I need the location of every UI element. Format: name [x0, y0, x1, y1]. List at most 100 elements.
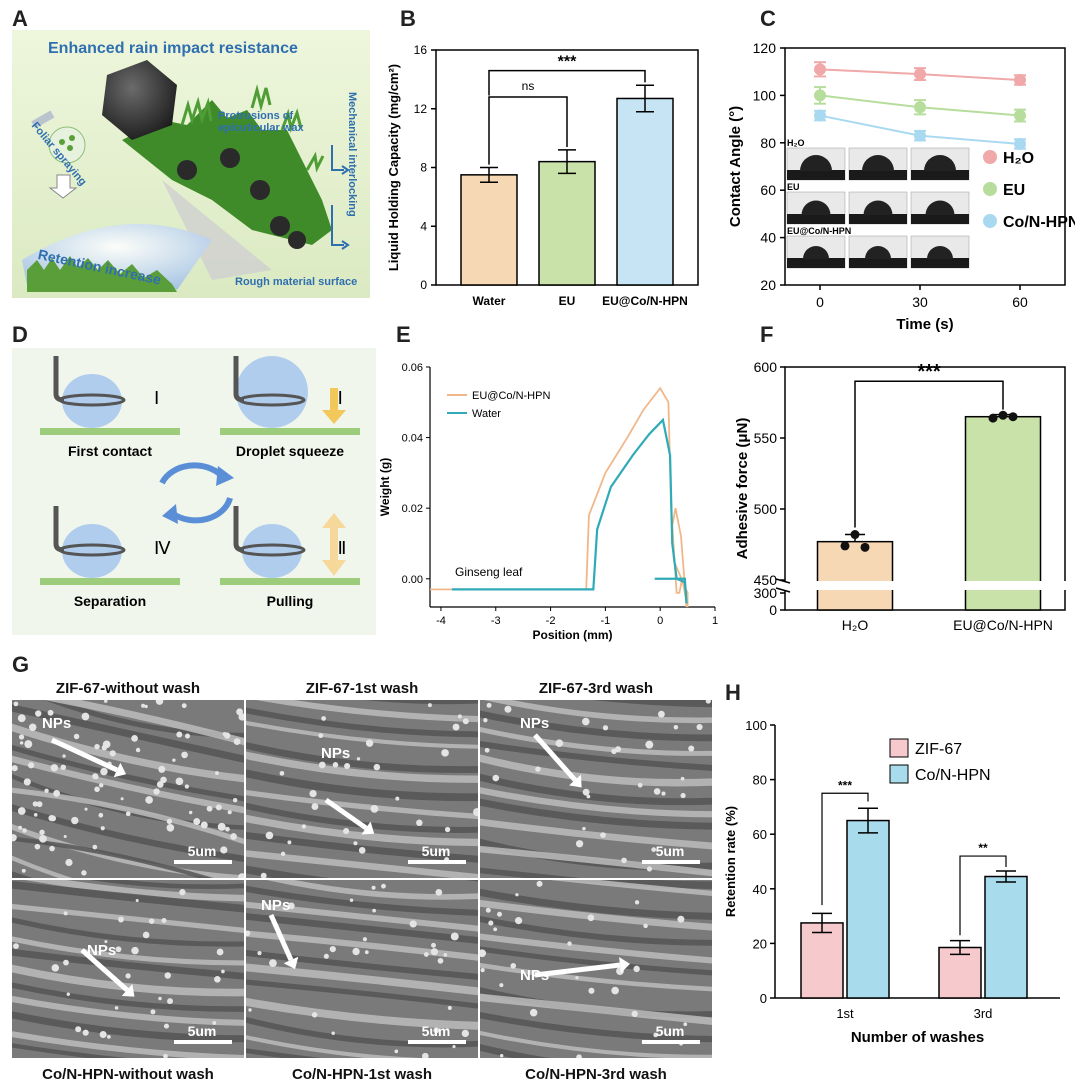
- data-point: [840, 541, 850, 551]
- sig-bracket: [488, 69, 646, 96]
- step-label: Droplet squeeze: [236, 443, 344, 459]
- data-point: [1014, 73, 1026, 86]
- substrate: [220, 428, 360, 435]
- nanoparticle: [504, 705, 512, 713]
- nanoparticle: [160, 776, 167, 784]
- fiber: [550, 880, 712, 897]
- nanoparticle: [488, 920, 494, 926]
- nanoparticle: [98, 783, 104, 788]
- cycle-arrowhead: [162, 504, 178, 524]
- x-tick-label: -4: [436, 615, 446, 627]
- nanoparticle: [529, 1008, 538, 1017]
- bar: [846, 819, 890, 999]
- fiber: [12, 704, 244, 763]
- fiber: [480, 899, 712, 931]
- nanoparticle: [450, 932, 459, 941]
- fiber: [480, 933, 712, 964]
- y-tick-label: 600: [754, 359, 778, 375]
- inset-label: H₂O: [787, 138, 805, 148]
- nanoparticle: [114, 1006, 119, 1010]
- scale-label: 5um: [656, 1023, 685, 1039]
- substrate: [40, 578, 180, 585]
- nanoparticle: [184, 733, 191, 739]
- fiber: [12, 964, 244, 997]
- step-numeral: Ⅱ: [334, 388, 343, 408]
- nanoparticle: [71, 816, 79, 825]
- nanoparticle: [555, 739, 564, 747]
- droplet-substrate: [787, 258, 845, 268]
- fiber: [246, 707, 478, 738]
- fiber: [89, 880, 244, 889]
- nanoparticle: [485, 907, 491, 913]
- fiber: [12, 948, 244, 980]
- nanoparticle: [587, 914, 595, 922]
- fiber: [255, 700, 478, 723]
- data-point: [998, 410, 1008, 420]
- droplet-shape: [862, 155, 894, 171]
- nanoparticle: [23, 778, 31, 786]
- nanoparticle: [416, 819, 423, 827]
- probe-arm: [233, 356, 245, 403]
- annotation-label: Ginseng leaf: [455, 565, 523, 579]
- probe-arm: [233, 506, 245, 553]
- nanoparticle: [688, 745, 695, 752]
- y-tick-label: 80: [753, 773, 767, 788]
- fiber: [246, 865, 330, 878]
- nanoparticle: [248, 1008, 252, 1012]
- panel-letter-e: E: [396, 322, 411, 347]
- sem-title-2: ZIF-67-1st wash: [305, 680, 419, 697]
- legend-label: Co/N-HPN: [915, 767, 991, 784]
- droplet-substrate: [911, 214, 969, 224]
- nanoparticle: [232, 797, 238, 803]
- nanoparticle: [462, 718, 469, 725]
- nanoparticle: [12, 834, 17, 842]
- legend-marker: [983, 150, 997, 164]
- sig-bracket: [959, 855, 1007, 936]
- y-tick-label: 4: [420, 219, 427, 233]
- fiber: [480, 993, 712, 1026]
- fiber: [592, 700, 712, 708]
- data-point: [850, 530, 860, 540]
- bar: [984, 875, 1028, 999]
- nanoparticle: [461, 1029, 469, 1038]
- nanoparticle: [653, 788, 661, 795]
- x-tick-label: EU@Co/N-HPN: [602, 294, 688, 308]
- nanoparticle: [94, 786, 100, 793]
- panel-d-schematic: Ⅰ First contact Ⅱ Droplet squeeze Ⅳ Separatio…: [12, 348, 376, 635]
- nanoparticle: [39, 829, 45, 836]
- legend-label: ZIF-67: [915, 741, 962, 758]
- nanoparticle: [651, 847, 657, 852]
- sem-caption-3: Co/N-HPN-3rd wash: [525, 1066, 667, 1083]
- y-tick-label: 80: [760, 135, 776, 151]
- substrate: [220, 578, 360, 585]
- nanoparticle: [311, 1012, 318, 1018]
- fiber: [480, 915, 712, 946]
- chart-e: 0.00 0.02 0.04 0.06 -4 -3 -2 -1 0 1 Position (mm) W…: [378, 362, 718, 642]
- fiber: [480, 1012, 712, 1043]
- nanoparticle: [496, 911, 503, 917]
- fiber: [246, 850, 478, 878]
- nanoparticle: [225, 826, 230, 832]
- y-tick-label: 20: [753, 936, 767, 951]
- np-arrowhead: [121, 984, 135, 997]
- sem-image: NPs 5um: [246, 700, 478, 878]
- y-tick-label: 40: [760, 230, 776, 246]
- nanoparticle: [49, 845, 55, 852]
- nanoparticle: [576, 1054, 582, 1058]
- fiber: [246, 913, 478, 944]
- nanoparticle: [457, 714, 462, 719]
- nanoparticle: [216, 948, 224, 956]
- nanoparticle: [318, 761, 326, 769]
- droplet-shape: [925, 200, 955, 215]
- nanoparticle: [265, 831, 274, 840]
- legend-swatch: [889, 738, 909, 758]
- nanoparticle: [480, 949, 487, 958]
- x-tick-label: 1st: [836, 1006, 854, 1021]
- droplet: [236, 356, 308, 428]
- nanoparticle: [358, 847, 366, 854]
- x-tick-label: 60: [1012, 294, 1028, 310]
- np-arrowhead: [569, 774, 582, 788]
- droplet-substrate: [849, 170, 907, 180]
- nanoparticle: [661, 791, 666, 796]
- x-axis-label: Number of washes: [851, 1029, 984, 1046]
